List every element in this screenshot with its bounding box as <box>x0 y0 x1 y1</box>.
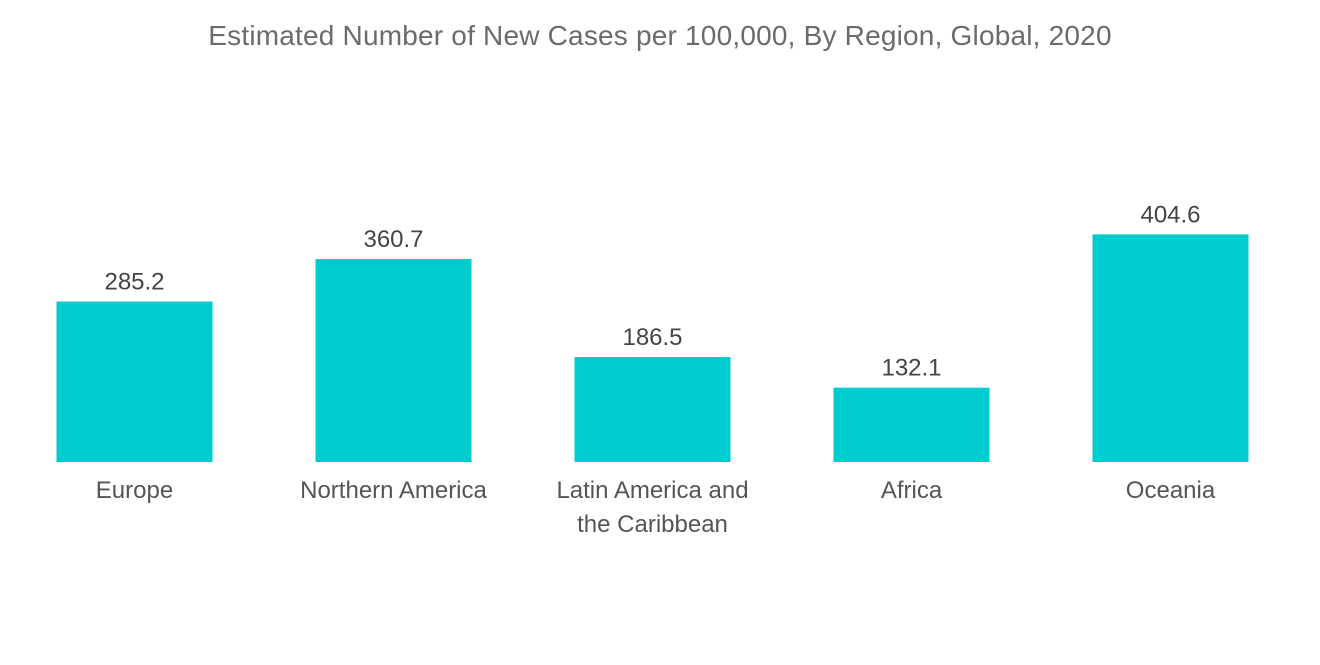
bar-2 <box>574 357 731 462</box>
value-label-3: 132.1 <box>881 355 941 382</box>
value-label-1: 360.7 <box>363 226 423 253</box>
value-label-4: 404.6 <box>1140 201 1200 228</box>
bar-0 <box>56 301 213 462</box>
category-label-2-line-0: Latin America and <box>556 477 748 504</box>
chart-title: Estimated Number of New Cases per 100,00… <box>208 20 1112 51</box>
category-label-3: Africa <box>881 477 943 504</box>
category-label-0: Europe <box>96 477 173 504</box>
category-label-2-line-1: the Caribbean <box>577 511 728 538</box>
value-label-2: 186.5 <box>622 324 682 351</box>
bar-1 <box>315 259 472 462</box>
bar-4 <box>1092 234 1249 462</box>
category-label-1: Northern America <box>300 477 487 504</box>
value-label-0: 285.2 <box>104 269 164 296</box>
bar-3 <box>833 387 990 462</box>
category-label-4: Oceania <box>1126 477 1216 504</box>
